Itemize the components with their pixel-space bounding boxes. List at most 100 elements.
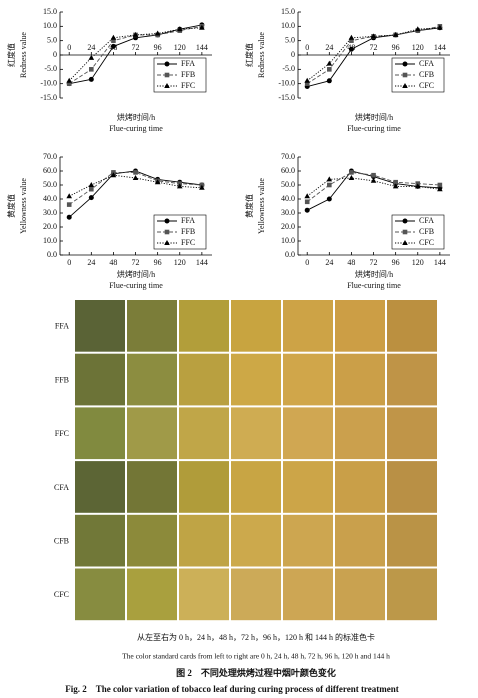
x-tick-label: 96 (392, 43, 400, 52)
x-tick-label: 144 (196, 258, 208, 267)
y-tick-label: 20.0 (43, 222, 57, 231)
legend-marker (402, 218, 408, 224)
y-tick-label: 5.0 (285, 35, 295, 44)
y-tick-label: -5.0 (44, 64, 57, 73)
color-card (335, 514, 385, 567)
y-tick-label: 0 (291, 50, 295, 59)
point (111, 38, 116, 43)
color-card (75, 353, 125, 406)
legend-box (153, 57, 207, 93)
y-tick-label: -15.0 (278, 93, 295, 102)
y-tick-label: 0 (53, 50, 57, 59)
point (88, 182, 95, 187)
color-card (387, 353, 437, 406)
color-card (75, 514, 125, 567)
y-tick-label: 15.0 (281, 7, 295, 16)
color-card (387, 514, 437, 567)
color-card (283, 300, 333, 352)
point (327, 182, 332, 188)
x-tick-label: 48 (347, 258, 355, 267)
point (370, 177, 377, 183)
caption-cn: 图 2 不同处理烘烤过程中烟叶颜色变化 (176, 667, 336, 678)
point (176, 26, 183, 32)
point (304, 193, 311, 199)
y-tick-label: 15.0 (43, 7, 57, 16)
point (392, 183, 399, 189)
color-card (335, 353, 385, 406)
y-axis-label: 红度值 (6, 43, 16, 67)
x-tick-label: 96 (154, 43, 162, 52)
x-tick-label: 24 (325, 43, 333, 52)
color-card (75, 407, 125, 460)
x-tick-label: 120 (174, 258, 186, 267)
legend-label: FFC (181, 81, 195, 90)
x-tick-label: 0 (67, 258, 71, 267)
legend-label: FFC (181, 238, 195, 247)
x-axis-label: Flue-curing time (109, 281, 163, 290)
legend-marker (164, 72, 170, 78)
legend-label: CFB (419, 227, 434, 236)
x-tick-label: 72 (370, 43, 378, 52)
x-tick-label: 72 (132, 43, 140, 52)
legend-marker (164, 229, 170, 235)
legend-label: CFC (419, 238, 434, 247)
legend-box (391, 214, 445, 250)
row-label: CFB (54, 536, 69, 545)
row-label: FFA (55, 322, 69, 331)
x-tick-label: 0 (67, 43, 71, 52)
color-card (283, 353, 333, 406)
y-tick-label: 0.0 (47, 250, 57, 259)
color-card (127, 300, 177, 352)
legend-marker (402, 240, 408, 245)
y-axis-label: Redness value (257, 32, 266, 78)
y-tick-label: 10.0 (281, 21, 295, 30)
y-tick-label: 5.0 (47, 35, 57, 44)
x-axis-label: Flue-curing time (347, 281, 401, 290)
color-card (127, 461, 177, 513)
point (304, 81, 310, 86)
point (414, 183, 421, 189)
color-card (231, 461, 281, 513)
legend-marker (164, 240, 170, 245)
color-card (283, 407, 333, 460)
y-tick-label: 10.0 (43, 21, 57, 30)
x-axis-label: 烘烤时间/h (117, 112, 155, 122)
point (66, 81, 72, 86)
legend-marker (402, 83, 408, 88)
y-tick-label: 50.0 (281, 180, 295, 189)
point (89, 67, 94, 72)
legend-label: FFB (181, 70, 195, 79)
legend-label: CFA (419, 59, 434, 68)
y-tick-label: 40.0 (43, 194, 57, 203)
point (304, 207, 310, 213)
color-card (335, 300, 385, 352)
point (348, 46, 354, 52)
color-card (127, 407, 177, 460)
y-axis-label: Yellowness value (257, 178, 266, 234)
legend-label: FFA (181, 59, 195, 68)
note-cn: 从左至右为 0 h，24 h，48 h，72 h，96 h，120 h 和 14… (137, 632, 375, 642)
color-card (387, 300, 437, 352)
color-card (231, 568, 281, 621)
color-card (179, 461, 229, 513)
x-tick-label: 144 (196, 43, 208, 52)
row-label: FFC (55, 429, 69, 438)
point (371, 172, 376, 178)
y-tick-label: 20.0 (281, 222, 295, 231)
x-axis-label: 烘烤时间/h (355, 112, 393, 122)
legend-label: CFC (419, 81, 434, 90)
point (154, 30, 161, 36)
legend-label: FFA (181, 216, 195, 225)
y-tick-label: 30.0 (43, 208, 57, 217)
x-tick-label: 120 (174, 43, 186, 52)
point (348, 175, 355, 180)
point (66, 77, 73, 83)
point (154, 179, 161, 185)
legend-marker (164, 61, 170, 67)
x-tick-label: 96 (154, 258, 162, 267)
x-tick-label: 120 (412, 258, 424, 267)
legend-label: CFA (419, 216, 434, 225)
color-card (179, 353, 229, 406)
